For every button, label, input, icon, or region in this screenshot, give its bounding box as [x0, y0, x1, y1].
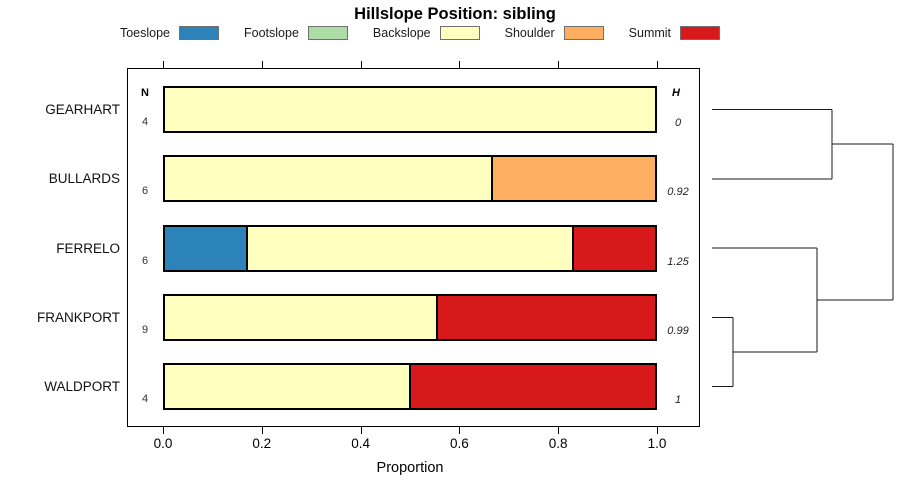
legend-item: Footslope [244, 26, 348, 40]
bar-segment-backslope [165, 157, 491, 201]
axis-tick-top [360, 61, 362, 68]
chart-title: Hillslope Position: sibling [354, 5, 556, 23]
legend-swatch [680, 26, 721, 40]
legend-swatch [307, 26, 348, 40]
axis-tick-top [459, 61, 461, 68]
row-label: FERRELO [56, 240, 120, 256]
legend-swatch [563, 26, 604, 40]
row-label: BULLARDS [48, 171, 120, 187]
axis-tick-bottom [163, 427, 164, 434]
n-value: 4 [141, 116, 149, 128]
legend-item: Summit [628, 26, 721, 40]
bar-segment-backslope [165, 365, 409, 408]
axis-tick-top [558, 61, 560, 68]
axis-tick-bottom [558, 427, 560, 434]
axis-tick-label: 0.0 [153, 436, 173, 451]
n-value: 6 [141, 254, 149, 267]
legend-swatch [179, 26, 220, 40]
axis-tick-bottom [261, 427, 263, 434]
legend: Toeslope Footslope Backslope Shoulder Summit [0, 26, 840, 40]
row-label: GEARHART [45, 102, 120, 117]
legend-item: Shoulder [505, 26, 604, 40]
axis-tick-top [657, 61, 658, 68]
axis-tick-top [261, 61, 263, 68]
axis-tick-label: 0.2 [252, 436, 272, 451]
bar-segment-shoulder [490, 157, 655, 201]
h-value: 1.25 [667, 255, 689, 268]
bar-segment-backslope [165, 88, 655, 131]
legend-label: Toeslope [119, 26, 171, 40]
h-value: 0 [674, 117, 682, 129]
stacked-bar [163, 155, 657, 203]
n-column-header: N [141, 87, 149, 99]
legend-label: Backslope [372, 26, 431, 40]
n-value: 4 [141, 393, 149, 405]
legend-item: Toeslope [119, 26, 220, 40]
x-axis-label: Proportion [376, 460, 444, 476]
axis-tick-label: 1.0 [647, 436, 667, 451]
bar-segment-summit [409, 365, 655, 408]
bar-segment-summit [436, 295, 655, 339]
plot-border [127, 68, 700, 427]
bar-segment-toeslope [165, 226, 247, 270]
row-label: WALDPORT [44, 379, 120, 394]
bar-segment-summit [571, 226, 655, 270]
legend-swatch [439, 26, 480, 40]
legend-label: Shoulder [504, 26, 555, 40]
n-value: 9 [141, 323, 149, 336]
h-column-header: H [672, 87, 680, 99]
n-value: 6 [141, 185, 149, 198]
axis-tick-top [163, 61, 164, 68]
bar-segment-backslope [246, 226, 572, 270]
axis-tick-label: 0.8 [548, 436, 568, 451]
stacked-bar [163, 293, 657, 341]
h-value: 0.92 [667, 186, 689, 199]
axis-tick-bottom [459, 427, 461, 434]
stacked-bar [163, 86, 657, 133]
h-value: 1 [674, 394, 682, 406]
h-value: 0.99 [667, 324, 689, 337]
axis-tick-bottom [360, 427, 362, 434]
legend-label: Footslope [244, 26, 299, 40]
axis-tick-bottom [657, 427, 658, 434]
bar-segment-backslope [165, 295, 437, 339]
axis-tick-label: 0.4 [351, 436, 370, 451]
axis-tick-label: 0.6 [450, 436, 469, 451]
row-label: FRANKPORT [36, 309, 120, 325]
stacked-bar [163, 363, 657, 410]
legend-item: Backslope [373, 26, 480, 40]
legend-label: Summit [628, 26, 672, 40]
stacked-bar [163, 224, 657, 272]
